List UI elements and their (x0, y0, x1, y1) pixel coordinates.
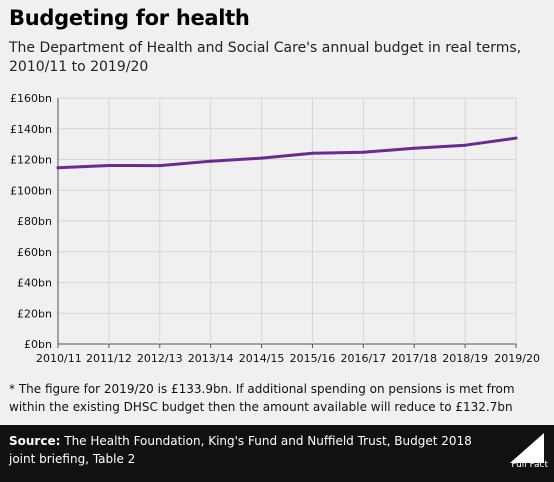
data-point (56, 166, 60, 170)
y-tick-label: £140bn (10, 123, 52, 136)
line-chart: £0bn £20bn £40bn £60bn £80bn £100bn £120bn £140… (10, 92, 540, 365)
logo-text: Full Fact (511, 460, 548, 470)
footnote: * The figure for 2019/20 is £133.9bn. If… (9, 382, 515, 414)
x-tick-label: 2013/14 (188, 352, 234, 365)
x-tick-label: 2015/16 (290, 352, 336, 365)
x-tick-label: 2012/13 (137, 352, 183, 365)
data-point (361, 150, 365, 154)
series-line (56, 136, 518, 170)
x-tick-label: 2018/19 (442, 352, 488, 365)
x-tick-label: 2019/20 (494, 352, 540, 365)
data-point (514, 136, 518, 140)
full-fact-logo-icon (510, 433, 544, 463)
data-point (107, 163, 111, 167)
x-tick-label: 2014/15 (239, 352, 285, 365)
source-label: Source: (9, 434, 61, 448)
data-point (310, 151, 314, 155)
x-tick-label: 2016/17 (340, 352, 386, 365)
y-tick-label: £120bn (10, 154, 52, 167)
data-point (260, 156, 264, 160)
footer-bar: Source: The Health Foundation, King's Fu… (0, 425, 554, 482)
x-tick-label: 2011/12 (86, 352, 132, 365)
y-tick-label: £40bn (17, 277, 52, 290)
y-tick-label: £60bn (17, 246, 52, 259)
source-note: Source: The Health Foundation, King's Fu… (9, 432, 479, 468)
y-tick-label: £100bn (10, 184, 52, 197)
data-point (158, 164, 162, 168)
y-axis-ticks: £0bn £20bn £40bn £60bn £80bn £100bn £120bn £140… (10, 92, 52, 351)
chart-subtitle: The Department of Health and Social Care… (9, 40, 522, 75)
y-tick-label: £0bn (24, 338, 52, 351)
gridlines (57, 97, 517, 348)
y-tick-label: £160bn (10, 92, 52, 105)
data-point (412, 146, 416, 150)
data-point (209, 159, 213, 163)
data-point (463, 143, 467, 147)
series-group (56, 136, 518, 170)
y-tick-label: £20bn (17, 307, 52, 320)
x-tick-label: 2010/11 (36, 352, 82, 365)
x-tick-label: 2017/18 (391, 352, 437, 365)
source-text: The Health Foundation, King's Fund and N… (9, 434, 472, 466)
y-tick-label: £80bn (17, 215, 52, 228)
chart-title: Budgeting for health (9, 6, 250, 30)
x-axis-ticks: 2010/11 2011/12 2012/13 2013/14 2014/15 2015/… (36, 352, 540, 365)
